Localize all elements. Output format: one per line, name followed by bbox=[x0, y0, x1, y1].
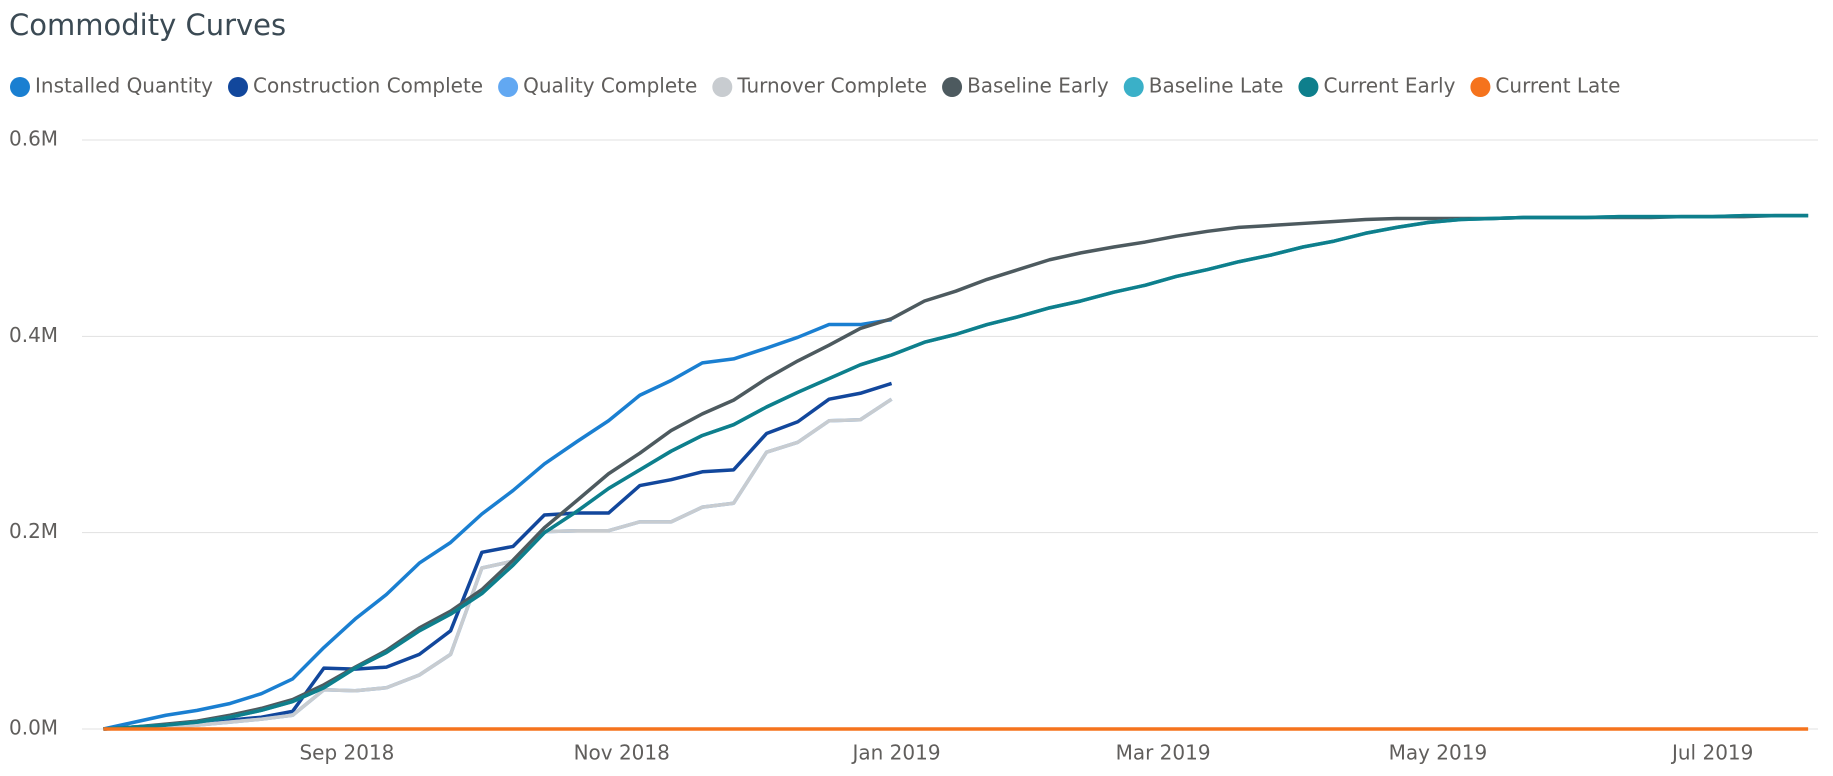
legend-swatch[interactable] bbox=[942, 77, 963, 97]
legend-label[interactable]: Turnover Complete bbox=[736, 74, 927, 98]
legend-label[interactable]: Current Late bbox=[1495, 74, 1620, 98]
legend-label[interactable]: Quality Complete bbox=[523, 74, 697, 98]
legend-label[interactable]: Baseline Early bbox=[967, 74, 1109, 98]
series-line bbox=[103, 381, 893, 731]
legend-swatch[interactable] bbox=[1298, 77, 1319, 97]
series-line bbox=[103, 213, 1809, 731]
x-tick-label: Jan 2019 bbox=[850, 741, 940, 765]
legend-swatch[interactable] bbox=[1123, 77, 1144, 97]
y-tick-label: 0.4M bbox=[9, 323, 58, 347]
chart-title: Commodity Curves bbox=[9, 8, 286, 42]
legend-swatch[interactable] bbox=[228, 77, 248, 97]
legend-swatch[interactable] bbox=[1470, 77, 1491, 97]
x-tick-label: Sep 2018 bbox=[299, 741, 394, 765]
series-line bbox=[103, 213, 1809, 731]
series-line bbox=[103, 317, 892, 731]
x-tick-label: Nov 2018 bbox=[574, 741, 670, 765]
y-tick-label: 0.2M bbox=[9, 519, 58, 543]
legend-label[interactable]: Baseline Late bbox=[1149, 74, 1284, 98]
y-tick-label: 0.0M bbox=[9, 716, 58, 740]
legend-swatch[interactable] bbox=[498, 77, 519, 97]
legend-label[interactable]: Construction Complete bbox=[253, 74, 483, 98]
series-line bbox=[103, 397, 893, 731]
legend-swatch[interactable] bbox=[712, 77, 733, 97]
x-tick-label: May 2019 bbox=[1389, 741, 1488, 765]
x-tick-label: Jul 2019 bbox=[1670, 741, 1753, 765]
x-tick-label: Mar 2019 bbox=[1116, 741, 1211, 765]
y-tick-label: 0.6M bbox=[9, 127, 58, 151]
legend-swatch[interactable] bbox=[10, 77, 30, 97]
legend-label[interactable]: Installed Quantity bbox=[35, 74, 213, 98]
legend-label[interactable]: Current Early bbox=[1323, 74, 1455, 98]
